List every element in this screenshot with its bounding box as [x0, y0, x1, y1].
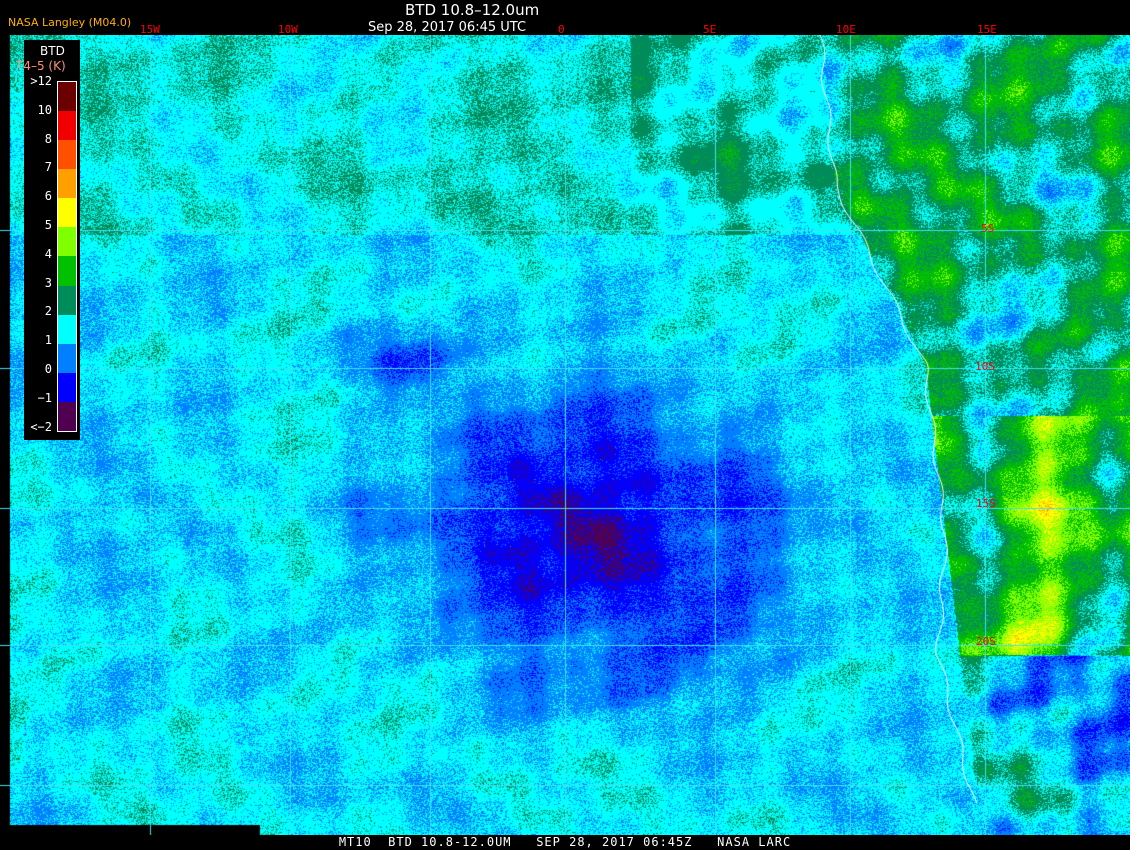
- lon-label: 15E: [977, 23, 997, 36]
- lat-label: 15S: [976, 497, 996, 510]
- colorbar-swatch: [58, 140, 76, 169]
- legend-tick: 6: [45, 189, 52, 203]
- legend-title: BTD: [40, 44, 65, 58]
- colorbar: [57, 81, 77, 432]
- legend-tick: 0: [45, 362, 52, 376]
- colorbar-swatch: [58, 315, 76, 344]
- colorbar-swatch: [58, 402, 76, 431]
- legend-tick: <−2: [30, 420, 52, 434]
- legend-tick: >12: [30, 74, 52, 88]
- colorbar-swatch: [58, 111, 76, 140]
- legend-tick: 10: [38, 103, 52, 117]
- legend-subtitle: T4–5 (K): [16, 59, 66, 73]
- colorbar-swatch: [58, 256, 76, 285]
- image-datetime: Sep 28, 2017 06:45 UTC: [368, 20, 526, 35]
- image-title: BTD 10.8–12.0um: [405, 1, 539, 19]
- legend-tick: 5: [45, 218, 52, 232]
- btd-satellite-image: [0, 35, 1130, 835]
- legend-tick: −1: [38, 391, 52, 405]
- legend-tick: 4: [45, 247, 52, 261]
- lon-label: 10E: [836, 23, 856, 36]
- credit-label: NASA Langley (M04.0): [8, 16, 131, 29]
- lat-label: 5S: [981, 222, 994, 235]
- footer-caption: MT10 BTD 10.8-12.0UM SEP 28, 2017 06:45Z…: [0, 835, 1130, 850]
- colorbar-swatch: [58, 198, 76, 227]
- colorbar-swatch: [58, 373, 76, 402]
- colorbar-swatch: [58, 169, 76, 198]
- legend-tick: 2: [45, 304, 52, 318]
- legend-tick: 1: [45, 333, 52, 347]
- colorbar-swatch: [58, 344, 76, 373]
- legend-tick: 7: [45, 160, 52, 174]
- legend-tick: 3: [45, 276, 52, 290]
- lon-label: 0: [558, 23, 565, 36]
- lat-label: 20S: [976, 635, 996, 648]
- lon-label: 10W: [278, 23, 298, 36]
- colorbar-swatch: [58, 227, 76, 256]
- lon-label: 5E: [703, 23, 716, 36]
- colorbar-swatch: [58, 82, 76, 111]
- lat-label: 10S: [975, 360, 995, 373]
- color-legend: BTD T4–5 (K) >12 10 8 7 6 5 4 3 2 1 0 −1 <−2: [24, 40, 80, 440]
- legend-tick: 8: [45, 132, 52, 146]
- colorbar-swatch: [58, 286, 76, 315]
- lon-label: 15W: [140, 23, 160, 36]
